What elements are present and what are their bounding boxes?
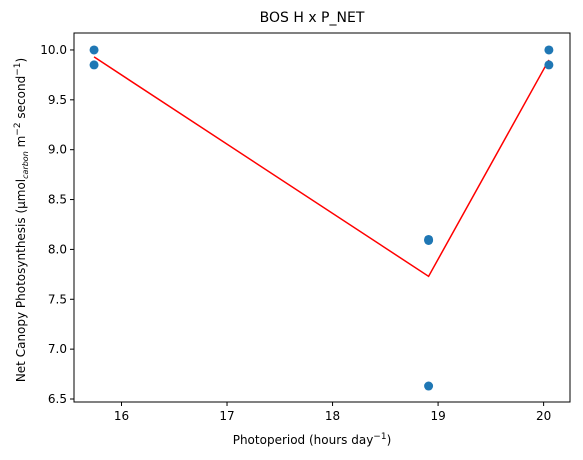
x-tick-label: 17 xyxy=(219,409,234,423)
y-axis-title-mid2: second xyxy=(14,76,28,123)
fit-line xyxy=(93,56,550,278)
y-tick-label: 6.5 xyxy=(48,392,67,406)
x-axis-title: Photoperiod (hours day−1) xyxy=(233,432,392,447)
x-axis-title-suffix: ) xyxy=(387,433,392,447)
y-tick-label: 7.0 xyxy=(48,342,67,356)
plot-frame xyxy=(73,32,571,403)
x-tick-label: 18 xyxy=(325,409,340,423)
y-tick-label: 7.5 xyxy=(48,292,67,306)
chart-title: BOS H x P_NET xyxy=(260,10,365,26)
x-axis-title-sup: −1 xyxy=(373,432,386,442)
x-tick-label: 19 xyxy=(430,409,445,423)
x-axis-title-text: Photoperiod (hours day xyxy=(233,433,374,447)
y-axis-title-suffix: ) xyxy=(14,58,28,63)
y-axis-title-text: Net Canopy Photosynthesis (μmol xyxy=(14,179,28,382)
plot-content xyxy=(89,45,554,391)
y-tick-label: 8.0 xyxy=(48,242,67,256)
y-axis-title: Net Canopy Photosynthesis (μmolcarbon m−… xyxy=(13,58,30,382)
data-point xyxy=(89,45,99,55)
data-point xyxy=(424,235,434,245)
y-axis-title-sup2: −1 xyxy=(13,63,23,76)
y-axis-title-sup1: −2 xyxy=(13,122,23,135)
y-tick-label: 9.5 xyxy=(48,93,67,107)
data-point xyxy=(544,45,554,55)
x-tick-label: 20 xyxy=(536,409,551,423)
y-tick-label: 10.0 xyxy=(40,43,67,57)
data-point xyxy=(89,60,99,70)
y-axis-title-sub: carbon xyxy=(21,151,30,179)
x-tick-label: 16 xyxy=(114,409,129,423)
y-axis: 6.5 7.0 7.5 8.0 8.5 9.0 9.5 10.0 xyxy=(40,43,74,406)
x-axis: 16 17 18 19 20 xyxy=(114,402,551,423)
y-tick-label: 9.0 xyxy=(48,143,67,157)
data-point xyxy=(424,381,434,391)
y-tick-label: 8.5 xyxy=(48,193,67,207)
y-axis-title-mid1: m xyxy=(14,136,28,152)
data-point xyxy=(544,60,554,70)
